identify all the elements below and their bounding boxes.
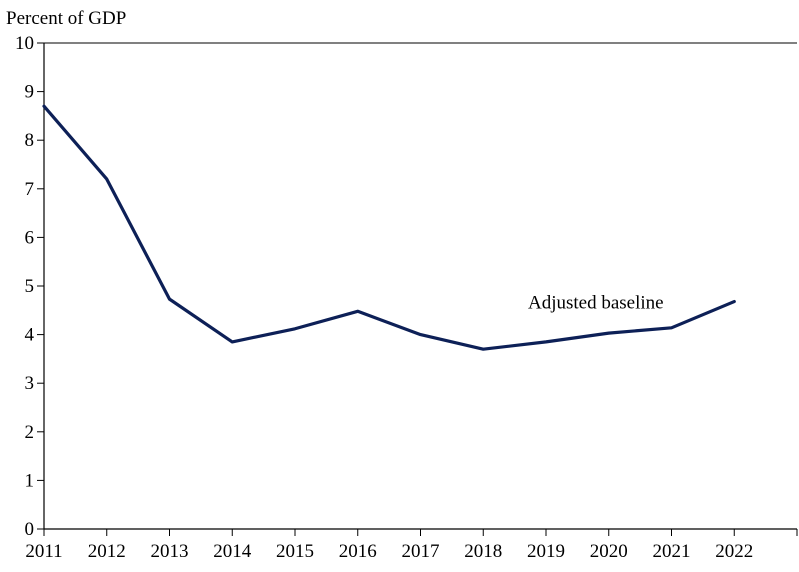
y-tick-label: 10: [15, 33, 34, 54]
y-tick-label: 7: [25, 179, 35, 200]
y-tick-label: 3: [25, 373, 35, 394]
series-line: [42, 104, 736, 351]
y-tick-label: 8: [25, 130, 35, 151]
x-tick-label: 2012: [88, 541, 126, 562]
y-tick-label: 9: [25, 82, 35, 103]
x-tick-label: 2017: [402, 541, 440, 562]
x-ticks: 2011 2012 2013 2014 2015 2016 2017 2018 2019 2020…: [25, 529, 798, 562]
x-tick-label: 2013: [151, 541, 189, 562]
x-tick-label: 2021: [653, 541, 691, 562]
annotations: Adjusted baseline: [528, 292, 664, 313]
x-tick-label: 2022: [715, 541, 753, 562]
x-tick-label: 2020: [590, 541, 628, 562]
y-tick-label: 4: [25, 325, 35, 346]
y-tick-label: 2: [25, 422, 35, 443]
series-annotation-label: Adjusted baseline: [528, 292, 664, 313]
x-tick-label: 2019: [527, 541, 565, 562]
series-group: [42, 104, 736, 351]
y-tick-label: 6: [25, 227, 35, 248]
y-ticks: 0 1 2 3 4 5 6 7 8 9 10: [15, 33, 44, 540]
y-tick-label: 5: [25, 276, 35, 297]
x-tick-label: 2014: [213, 541, 252, 562]
x-tick-label: 2016: [339, 541, 377, 562]
x-tick-label: 2011: [25, 541, 62, 562]
axes: [43, 42, 797, 530]
x-tick-label: 2018: [464, 541, 502, 562]
y-tick-label: 0: [25, 519, 35, 540]
y-tick-label: 1: [25, 470, 35, 491]
y-axis-title: Percent of GDP: [6, 8, 126, 29]
x-tick-label: 2015: [276, 541, 314, 562]
